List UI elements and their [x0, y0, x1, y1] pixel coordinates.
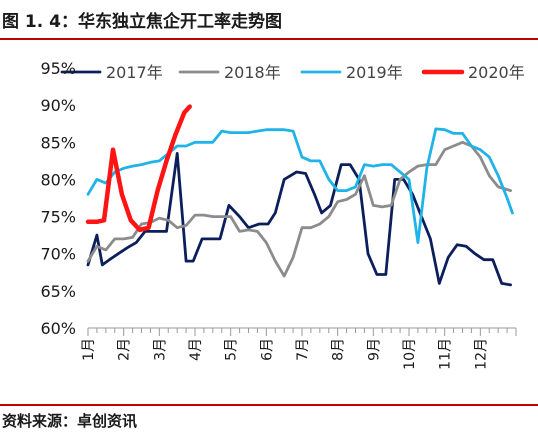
x-tick-label: 2月 — [117, 338, 133, 361]
x-tick-label: 1月 — [81, 338, 97, 361]
x-tick-label: 12月 — [473, 338, 489, 370]
series-line-1 — [86, 152, 513, 287]
y-tick-label: 65% — [40, 282, 76, 301]
x-tick-label: 4月 — [188, 338, 204, 361]
legend-label: 2018年 — [224, 63, 281, 82]
x-tick-label: 6月 — [259, 338, 275, 361]
x-tick-label: 3月 — [152, 338, 168, 361]
y-tick-label: 90% — [40, 96, 76, 115]
y-tick-label: 95% — [40, 59, 76, 78]
header-rule — [0, 38, 538, 40]
figure-source: 资料来源：卓创资讯 — [2, 412, 138, 430]
x-tick-label: 7月 — [295, 338, 311, 361]
y-tick-label: 85% — [40, 133, 76, 152]
y-tick-label: 70% — [40, 245, 76, 264]
y-tick-label: 75% — [40, 208, 76, 227]
figure-title: 图 1. 4：华东独立焦企开工率走势图 — [2, 12, 282, 32]
series-line-2 — [86, 140, 513, 278]
x-tick-label: 11月 — [438, 338, 454, 370]
y-tick-label: 80% — [40, 170, 76, 189]
y-tick-label: 60% — [40, 319, 76, 338]
legend-label: 2019年 — [346, 63, 403, 82]
legend-label: 2020年 — [468, 63, 525, 82]
x-tick-label: 9月 — [366, 338, 382, 361]
line-chart: 2017年 2018年 2019年 2020年 60% 65% 70% 75% 80% 85% 9… — [40, 59, 525, 370]
figure-header: 图 1. 4：华东独立焦企开工率走势图 — [0, 0, 538, 40]
x-tick-label: 10月 — [402, 338, 418, 370]
chart-series — [85, 104, 514, 287]
x-tick-label: 5月 — [224, 338, 240, 361]
x-tick-label: 8月 — [331, 338, 347, 361]
footer-rule — [0, 404, 538, 406]
chart-axes: 60% 65% 70% 75% 80% 85% 90% 95% 1月 2月 3月 4月 5月 6月 7月 8月… — [40, 59, 517, 370]
series-line-3 — [86, 127, 514, 245]
chart-legend: 2017年 2018年 2019年 2020年 — [60, 63, 525, 82]
series-line-4 — [85, 104, 192, 233]
legend-label: 2017年 — [106, 63, 163, 82]
